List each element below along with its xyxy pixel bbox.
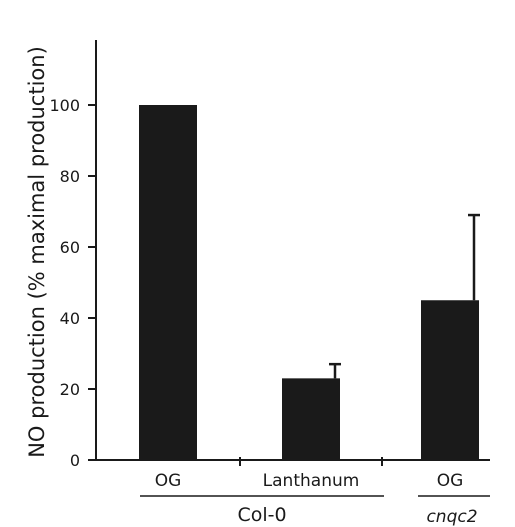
y-tick-label: 60: [60, 238, 80, 257]
bar: [421, 300, 479, 460]
category-label: OG: [437, 471, 464, 491]
y-tick-label: 80: [60, 167, 80, 186]
y-axis-label: NO production (% maximal production): [25, 46, 49, 458]
y-tick-label: 40: [60, 309, 80, 328]
y-tick-label: 100: [49, 96, 80, 115]
group-labels: Col-0 cnqc2: [140, 495, 490, 527]
bar: [282, 378, 340, 460]
category-labels: OG Lanthanum OG: [155, 471, 464, 491]
group-label: cnqc2: [426, 507, 477, 527]
bars: [139, 105, 480, 466]
y-ticks: 0 20 40 60 80 100: [49, 96, 96, 470]
y-tick-label: 20: [60, 380, 80, 399]
bar: [139, 105, 197, 460]
category-label: Lanthanum: [263, 471, 360, 491]
y-tick-label: 0: [70, 451, 80, 470]
group-label: Col-0: [237, 504, 286, 526]
category-label: OG: [155, 471, 182, 491]
